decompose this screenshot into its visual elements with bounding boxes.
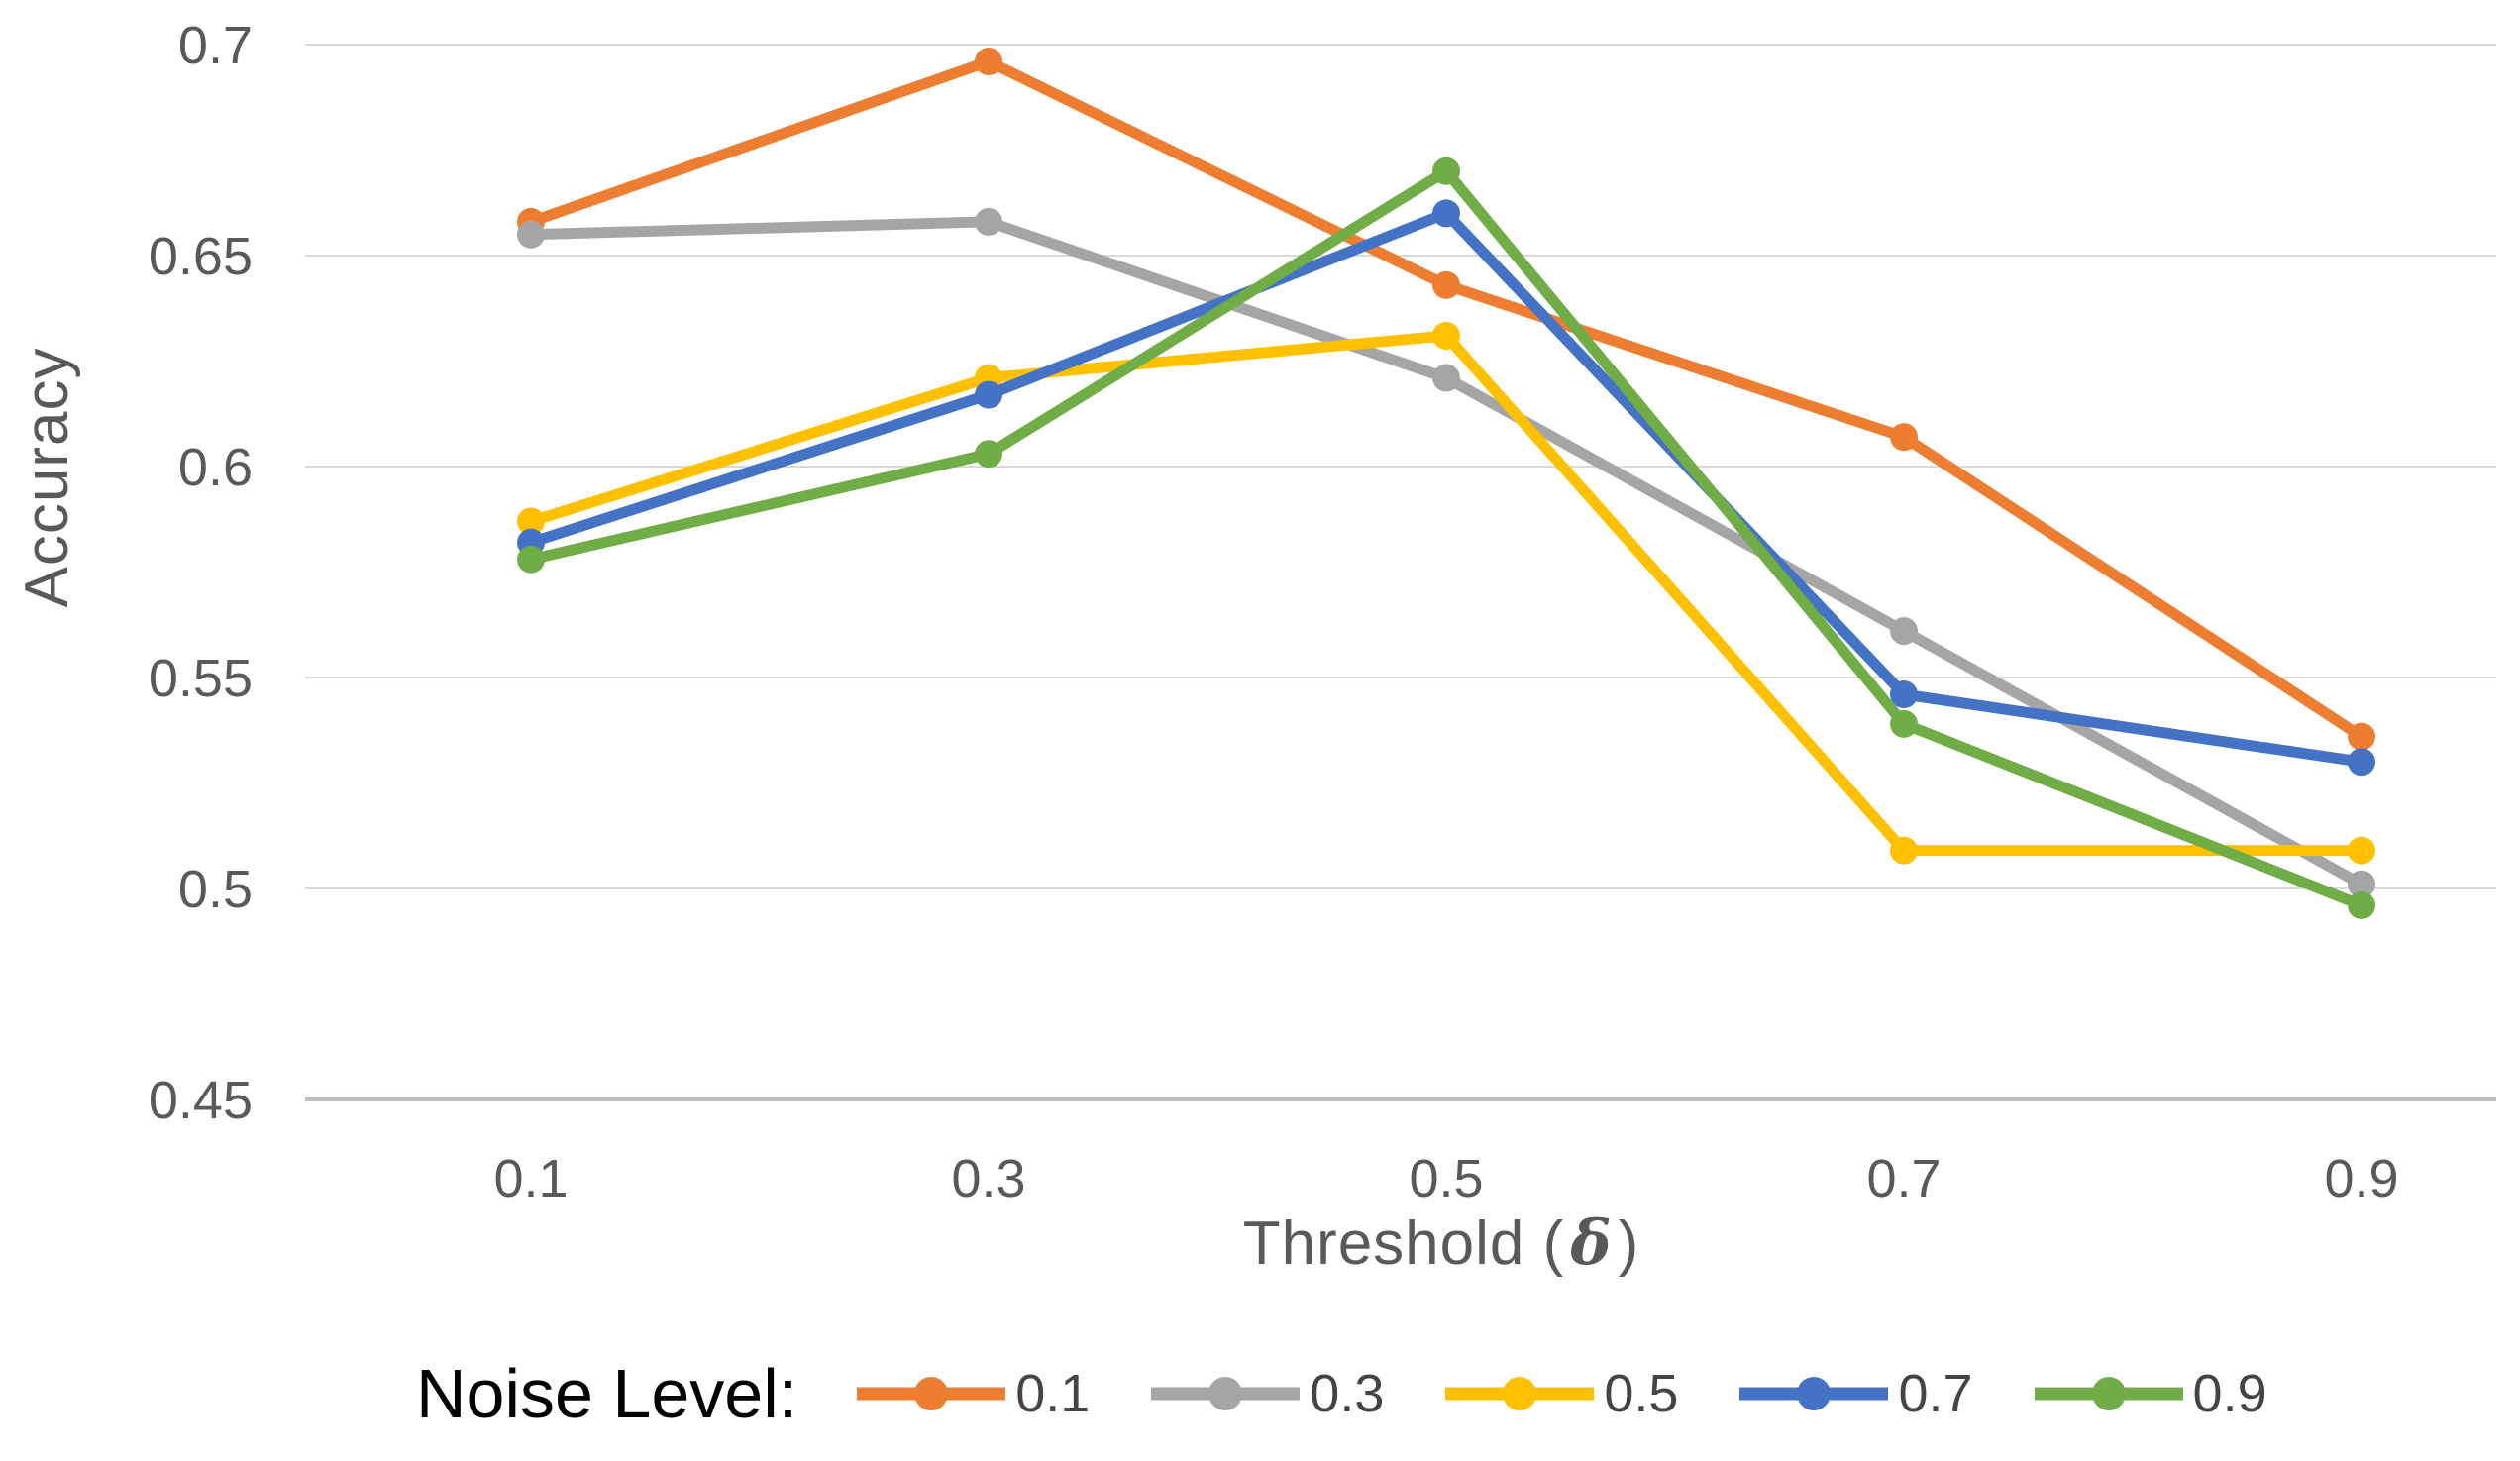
legend-marker-0.7	[1739, 1377, 1889, 1410]
data-point-0.5-0.5	[1432, 321, 1460, 350]
data-point-0.3-0.5	[1432, 364, 1460, 392]
data-point-0.5-0.7	[1890, 836, 1918, 865]
x-tick-label: 0.1	[493, 1149, 568, 1208]
legend-marker-0.3	[1151, 1377, 1301, 1410]
data-point-0.7-0.5	[1432, 199, 1460, 228]
legend-marker-0.1	[857, 1377, 1006, 1410]
data-point-0.1-0.3	[975, 48, 1002, 76]
data-point-0.5-0.1	[517, 507, 545, 536]
legend-entry-0.1: 0.1	[857, 1363, 1090, 1424]
data-point-0.9-0.3	[975, 440, 1002, 469]
y-tick-label: 0.65	[149, 227, 253, 286]
y-tick-label: 0.6	[178, 438, 253, 497]
y-tick-label: 0.5	[178, 860, 253, 919]
legend-entry-0.7: 0.7	[1739, 1363, 1973, 1424]
data-point-0.9-0.5	[1432, 157, 1460, 185]
data-point-0.1-0.5	[1432, 270, 1460, 299]
data-point-0.5-0.9	[2348, 836, 2375, 865]
x-tick-label: 0.5	[1409, 1149, 1483, 1208]
y-tick-label: 0.45	[149, 1071, 253, 1130]
legend-marker-0.5	[1445, 1377, 1595, 1410]
x-axis-title: Threshold (δ)	[946, 1206, 1937, 1279]
data-point-0.1-0.7	[1890, 423, 1918, 452]
data-point-0.7-0.9	[2348, 748, 2375, 777]
x-axis-title-text: Threshold (	[1242, 1209, 1565, 1278]
data-point-0.9-0.9	[2348, 891, 2375, 920]
legend-entry-0.9: 0.9	[2034, 1363, 2267, 1424]
legend-entries: 0.1 0.3 0.5 0.7 0.9	[857, 1363, 2328, 1424]
data-point-0.7-0.3	[975, 380, 1002, 409]
series-line-0.5	[525, 330, 2367, 857]
x-axis-title-close: )	[1618, 1209, 1640, 1278]
legend: Noise Level: 0.1 0.3 0.5 0.7 0.9	[416, 1339, 2329, 1448]
data-point-0.3-0.1	[517, 220, 545, 249]
legend-label: 0.5	[1604, 1364, 1679, 1423]
x-tick-label: 0.7	[1866, 1149, 1941, 1208]
data-point-0.3-0.3	[975, 207, 1002, 236]
data-point-0.3-0.9	[2348, 870, 2375, 898]
legend-label: 0.9	[2192, 1364, 2267, 1423]
x-tick-label: 0.3	[951, 1149, 1025, 1208]
y-tick-label: 0.7	[178, 16, 253, 75]
legend-entry-0.5: 0.5	[1445, 1363, 1678, 1424]
legend-label: 0.1	[1015, 1364, 1091, 1423]
legend-entry-0.3: 0.3	[1151, 1363, 1384, 1424]
legend-marker-0.9	[2034, 1377, 2183, 1410]
data-point-0.9-0.1	[517, 545, 545, 574]
legend-title: Noise Level:	[416, 1355, 798, 1432]
data-point-0.9-0.7	[1890, 709, 1918, 738]
data-point-0.3-0.7	[1890, 617, 1918, 646]
delta-symbol: δ	[1570, 1206, 1613, 1279]
x-tick-label: 0.9	[2324, 1149, 2398, 1208]
data-point-0.1-0.9	[2348, 722, 2375, 751]
legend-label: 0.3	[1310, 1364, 1385, 1423]
legend-label: 0.7	[1898, 1364, 1973, 1423]
data-point-0.7-0.7	[1890, 680, 1918, 709]
y-tick-label: 0.55	[149, 649, 253, 708]
